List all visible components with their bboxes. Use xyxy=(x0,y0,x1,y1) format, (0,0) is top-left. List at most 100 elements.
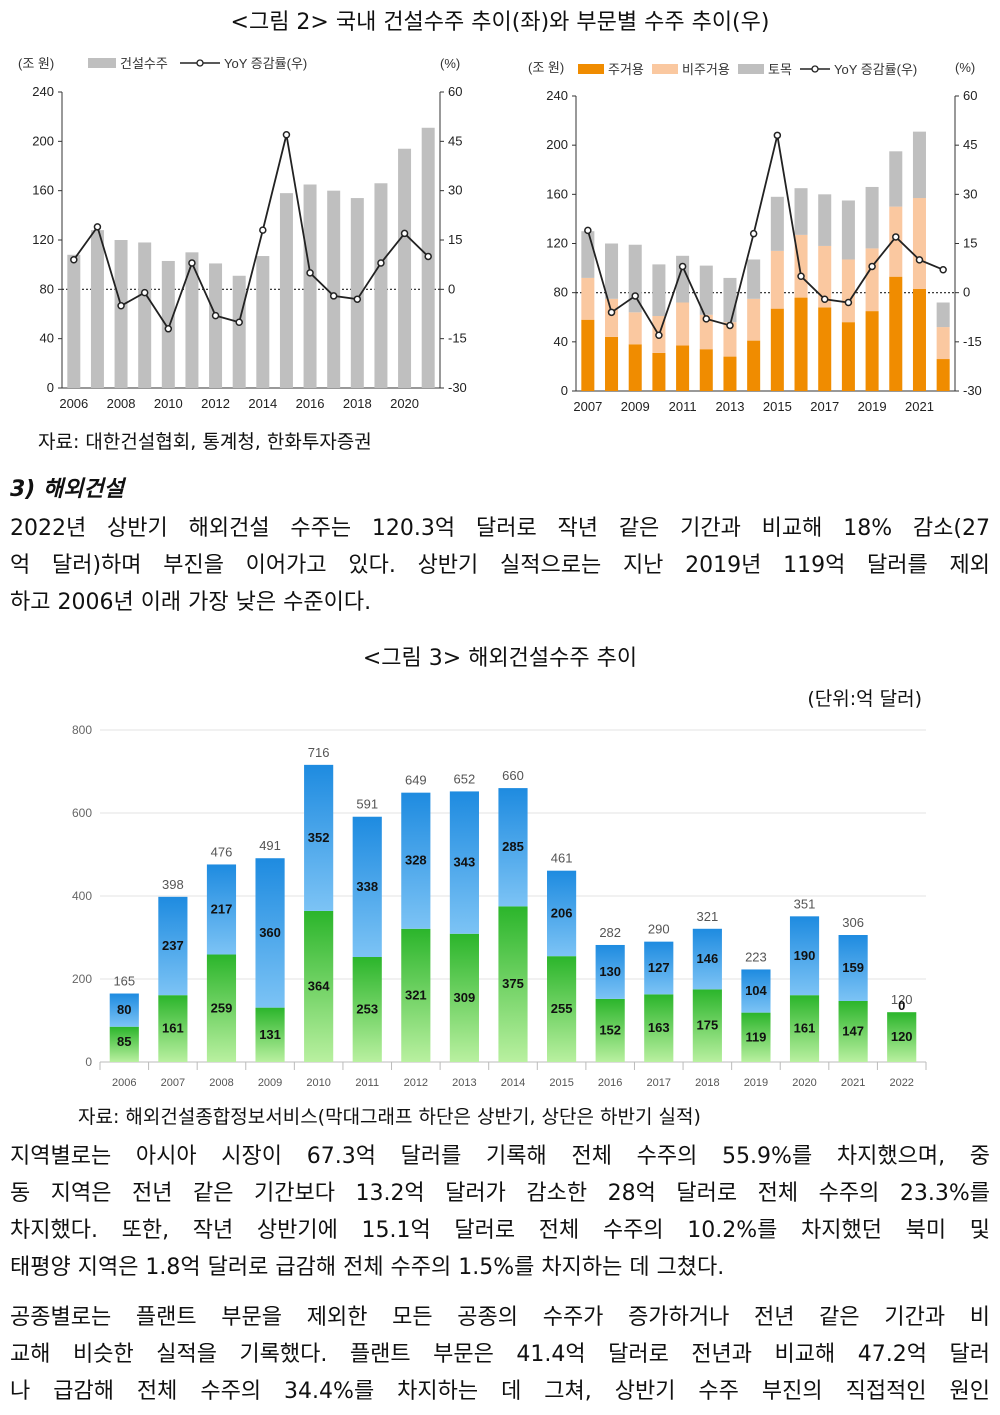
first-half-value: 375 xyxy=(502,976,524,991)
x-tick-label: 2019 xyxy=(744,1077,768,1089)
total-label: 223 xyxy=(745,949,767,964)
yoy-point xyxy=(70,255,78,264)
bar-segment xyxy=(818,194,832,246)
y-left-tick-label: 80 xyxy=(40,281,54,296)
bar-segment xyxy=(605,243,619,299)
second-half-bar xyxy=(206,864,237,955)
y-tick-label: 200 xyxy=(72,972,92,986)
paragraph-region: 지역별로는 아시아 시장이 67.3억 달러를 기록해 전체 수주의 55.9%… xyxy=(10,1138,990,1286)
paragraph-line: 태평양 지역은 1.8억 달러로 급감해 전체 수주의 1.5%를 차지하는 데… xyxy=(10,1255,725,1280)
bar-segment xyxy=(770,250,784,309)
x-tick-label: 2010 xyxy=(306,1077,330,1089)
bar-segment xyxy=(628,312,642,345)
bar-segment xyxy=(209,263,223,388)
paragraph-type: 공종별로는 플랜트 부문을 제외한 모든 공종의 수주가 증가하거나 전년 같은… xyxy=(10,1299,990,1410)
y-right-tick-label: -30 xyxy=(963,383,982,398)
yoy-point xyxy=(93,223,102,231)
sector-orders-chart: (조 원) (%) 주거용 비주거용 토목 YoY 증감률(우) 0 40 80 12… xyxy=(528,60,982,414)
x-tick-label: 2020 xyxy=(792,1077,816,1089)
total-label: 649 xyxy=(405,773,427,788)
bar-segment xyxy=(841,322,855,391)
second-half-bar xyxy=(255,858,285,1008)
bar-segment xyxy=(818,245,832,308)
bar-segment xyxy=(185,252,199,388)
second-half-value: 146 xyxy=(697,951,719,966)
first-half-value: 119 xyxy=(745,1029,766,1044)
bar-segment xyxy=(936,327,950,360)
yoy-point xyxy=(844,298,853,307)
second-half-bar xyxy=(547,870,577,957)
first-half-bar xyxy=(401,928,431,1062)
yoy-point xyxy=(939,265,947,274)
first-half-value: 255 xyxy=(551,1001,573,1016)
paragraph-line: 차지했다. 또한, 작년 상반기에 15.1억 달러로 전체 수주의 10.2%… xyxy=(10,1218,990,1243)
first-half-value: 321 xyxy=(405,987,427,1002)
figure3-title: <그림 3> 해외건설수주 추이 xyxy=(362,646,638,671)
legend-residential-swatch xyxy=(578,64,604,74)
legend-residential-label: 주거용 xyxy=(608,62,644,77)
total-label: 321 xyxy=(697,909,719,924)
second-half-bar xyxy=(838,935,868,1001)
yoy-point xyxy=(235,318,243,326)
bar-segment xyxy=(699,265,713,315)
second-half-bar xyxy=(352,816,382,958)
paragraph-line: 공종별로는 플랜트 부문을 제외한 모든 공종의 수주가 증가하거나 전년 같은… xyxy=(10,1305,990,1330)
x-tick-label: 2008 xyxy=(107,396,136,411)
yoy-point xyxy=(607,308,616,317)
first-half-bar xyxy=(644,994,674,1062)
bar-segment xyxy=(279,193,293,388)
first-half-value: 147 xyxy=(842,1023,864,1038)
bar-segment xyxy=(398,148,412,388)
yoy-point xyxy=(915,256,924,264)
x-tick-label: 2010 xyxy=(154,396,183,411)
first-half-bar xyxy=(498,906,528,1062)
first-half-bar xyxy=(109,1026,139,1062)
total-label: 716 xyxy=(308,745,330,760)
yoy-point xyxy=(797,272,805,281)
y-right-tick-label: 0 xyxy=(963,285,970,300)
second-half-bar xyxy=(789,916,820,996)
figure3-source: 자료: 해외건설종합정보서비스(막대그래프 하단은 상반기, 상단은 하반기 실… xyxy=(78,1106,701,1128)
legend-bar-label: 건설수주 xyxy=(120,56,168,71)
second-half-bar xyxy=(692,928,722,990)
legend-civil-swatch xyxy=(738,64,764,74)
paragraph-line: 교해 비슷한 실적을 기록했다. 플랜트 부문은 41.4억 달러로 전년과 비… xyxy=(10,1342,990,1367)
second-half-value: 343 xyxy=(454,855,476,870)
first-half-bar xyxy=(255,1007,285,1062)
bar-segment xyxy=(889,276,903,391)
total-label: 165 xyxy=(113,974,135,989)
second-half-value: 237 xyxy=(162,938,184,953)
first-half-bar xyxy=(741,1012,771,1062)
y-tick-label: 400 xyxy=(72,889,92,903)
y-left-tick-label: 160 xyxy=(32,183,54,198)
x-tick-label: 2017 xyxy=(647,1077,671,1089)
yoy-point xyxy=(678,262,687,271)
yoy-point xyxy=(188,259,196,267)
yoy-point xyxy=(164,325,173,333)
yoy-point xyxy=(377,259,385,267)
legend-nonresidential-swatch xyxy=(652,64,678,74)
first-half-value: 175 xyxy=(697,1018,719,1033)
first-half-value: 120 xyxy=(891,1029,913,1044)
paragraph-line: 지역별로는 아시아 시장이 67.3억 달러를 기록해 전체 수주의 55.9%… xyxy=(10,1144,990,1169)
y-right-tick-label: -30 xyxy=(448,380,467,395)
yoy-point xyxy=(749,229,758,238)
second-half-value: 328 xyxy=(405,853,427,868)
total-label: 461 xyxy=(551,851,573,866)
bar-segment xyxy=(912,131,926,199)
x-tick-label: 2022 xyxy=(889,1077,913,1089)
x-tick-label: 2017 xyxy=(810,399,839,414)
second-half-value: 0 xyxy=(898,998,905,1013)
bar-segment xyxy=(256,256,270,388)
bar-segment xyxy=(699,314,713,350)
bar-segment xyxy=(676,302,690,346)
second-half-value: 127 xyxy=(648,960,670,975)
y-right-tick-label: 45 xyxy=(963,137,977,152)
y-right-tick-label: 30 xyxy=(963,186,977,201)
x-tick-label: 2008 xyxy=(209,1077,233,1089)
second-half-bar xyxy=(158,896,188,996)
x-tick-label: 2009 xyxy=(258,1077,282,1089)
x-tick-label: 2016 xyxy=(598,1077,622,1089)
y-left-tick-label: 80 xyxy=(554,285,568,300)
x-tick-label: 2013 xyxy=(716,399,745,414)
